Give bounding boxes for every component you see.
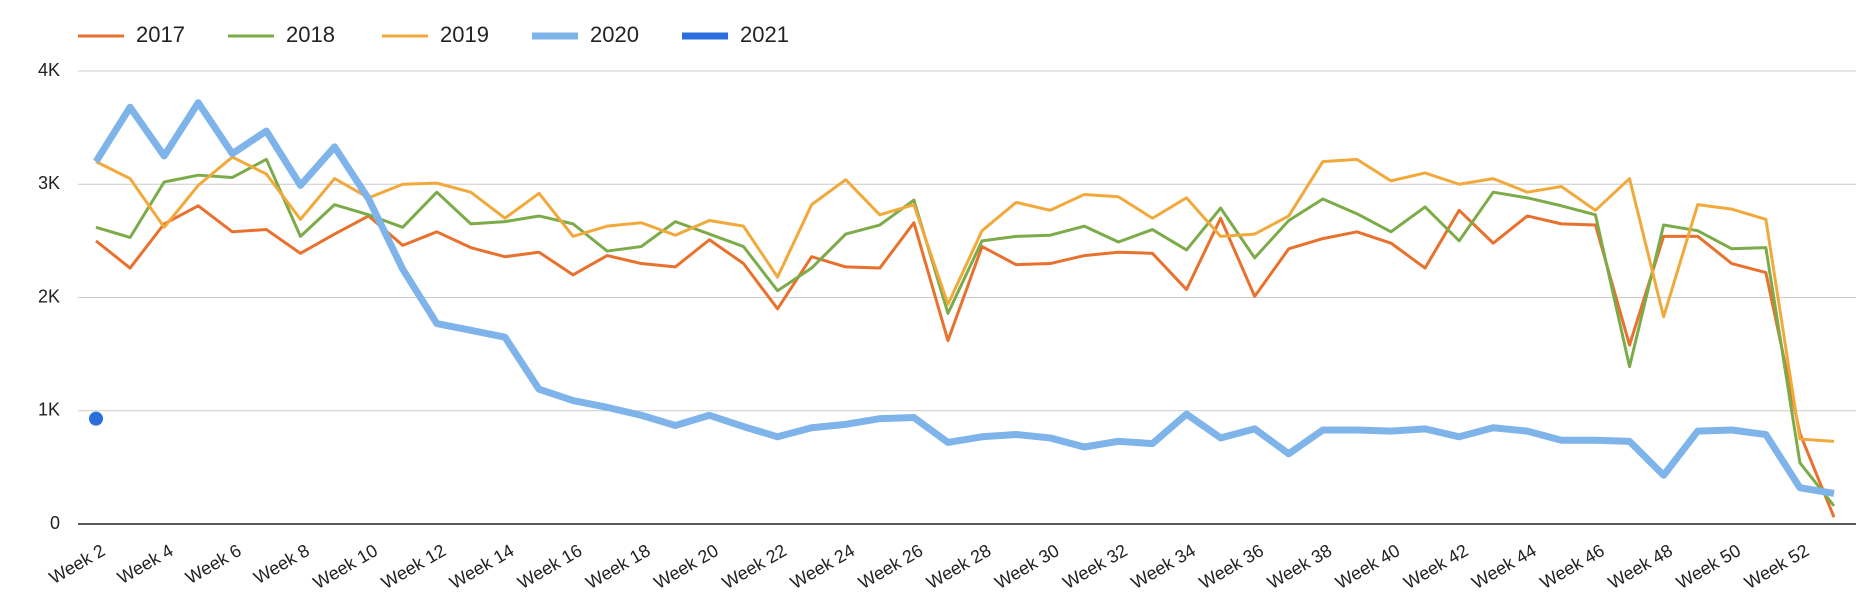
x-tick-label: Week 10 <box>310 540 381 593</box>
y-tick-label: 1K <box>38 400 60 420</box>
x-tick-label: Week 36 <box>1196 540 1267 593</box>
series-line <box>95 157 1836 507</box>
legend-label: 2018 <box>286 22 335 47</box>
x-tick-label: Week 4 <box>114 540 177 588</box>
x-tick-label: Week 20 <box>651 540 722 593</box>
x-tick-label: Week 16 <box>514 540 585 593</box>
x-tick-label: Week 18 <box>582 540 653 593</box>
x-tick-label: Week 24 <box>787 540 858 593</box>
x-tick-label: Week 28 <box>923 540 994 593</box>
x-tick-label: Week 40 <box>1332 540 1403 593</box>
y-tick-label: 3K <box>38 173 60 193</box>
x-tick-label: Week 22 <box>719 540 790 593</box>
x-tick-label: Week 32 <box>1059 540 1130 593</box>
y-tick-label: 2K <box>38 286 60 306</box>
y-tick-label: 0 <box>50 513 60 533</box>
legend: 2017 2018 2019 2020 2021 <box>78 22 789 47</box>
x-tick-label: Week 38 <box>1264 540 1335 593</box>
data-point <box>89 411 103 426</box>
x-tick-label: Week 12 <box>378 540 449 593</box>
x-tick-label: Week 44 <box>1468 540 1539 593</box>
x-tick-label: Week 26 <box>855 540 926 593</box>
legend-label: 2020 <box>590 22 639 47</box>
x-tick-label: Week 34 <box>1128 540 1199 593</box>
x-tick-label: Week 52 <box>1741 540 1812 593</box>
series-line <box>93 99 1835 497</box>
x-tick-label: Week 42 <box>1400 540 1471 593</box>
x-tick-label: Week 46 <box>1537 540 1608 593</box>
x-tick-label: Week 2 <box>46 540 109 588</box>
x-tick-label: Week 14 <box>446 540 517 593</box>
legend-label: 2019 <box>440 22 489 47</box>
x-tick-label: Week 48 <box>1605 540 1676 593</box>
series-line <box>95 155 1835 443</box>
legend-label: 2021 <box>740 22 789 47</box>
series-line <box>95 204 1836 518</box>
x-tick-label: Week 30 <box>991 540 1062 593</box>
legend-label: 2017 <box>136 22 185 47</box>
x-tick-label: Week 6 <box>182 540 245 588</box>
x-tick-label: Week 8 <box>250 540 313 588</box>
x-tick-label: Week 50 <box>1673 540 1744 593</box>
y-tick-label: 4K <box>38 60 60 80</box>
